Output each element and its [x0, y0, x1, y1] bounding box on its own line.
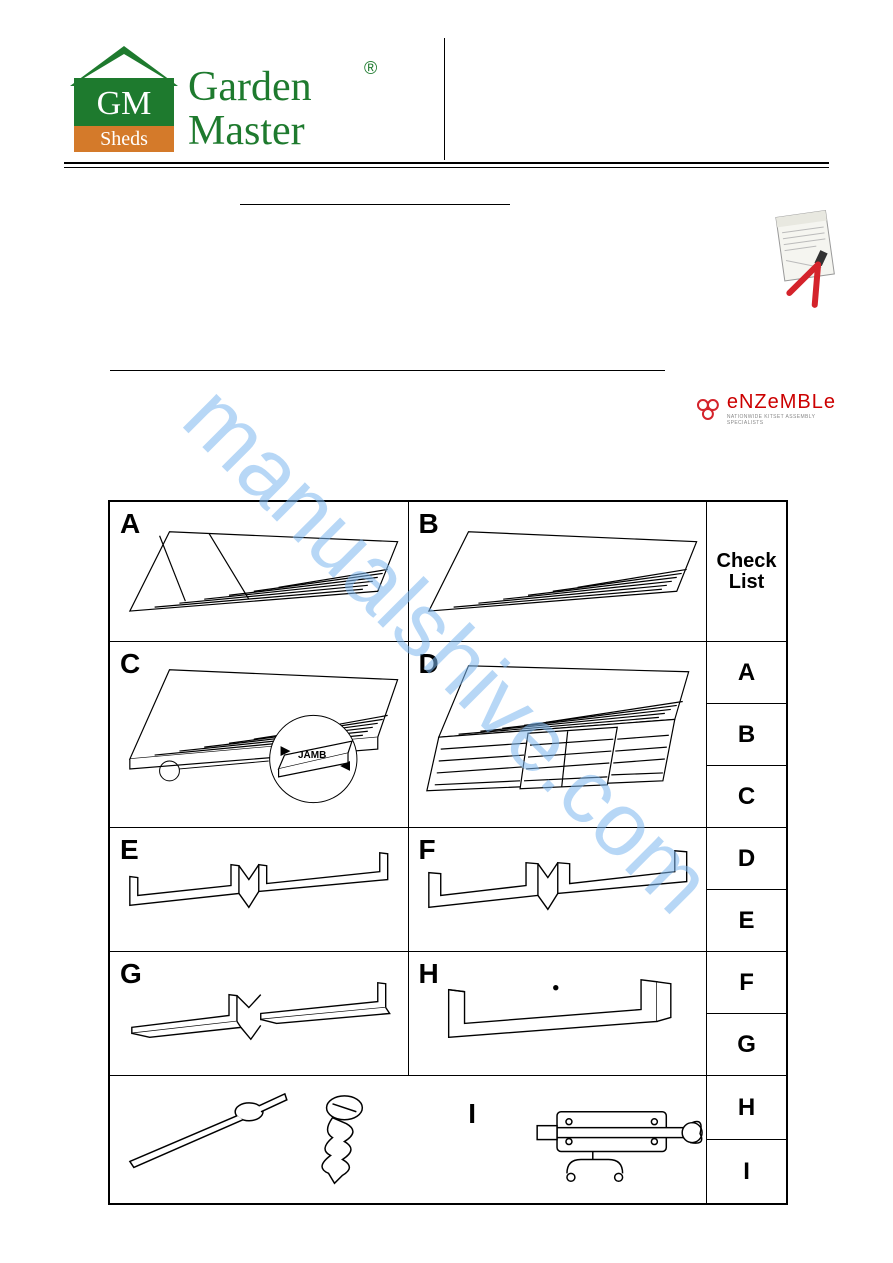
- cell-d: D: [408, 642, 707, 828]
- check-g: G: [707, 1014, 787, 1076]
- check-i: I: [707, 1140, 787, 1204]
- cell-g: G: [110, 952, 409, 1076]
- logo-master: Master: [188, 108, 305, 154]
- logo-gm: GM: [97, 85, 152, 122]
- cell-e: E: [110, 828, 409, 952]
- check-a: A: [707, 642, 787, 704]
- body-rule-1: [240, 204, 510, 205]
- header-divider: [444, 38, 445, 160]
- checklist-header: CheckList: [707, 545, 786, 599]
- header: GM Sheds Garden Master ®: [64, 38, 829, 168]
- cell-i: I: [110, 1076, 707, 1204]
- jamb-callout: JAMB: [298, 750, 326, 761]
- check-e: E: [707, 890, 787, 952]
- logo-reg: ®: [364, 58, 377, 78]
- body-rule-2: [110, 370, 665, 371]
- check-c: C: [707, 766, 787, 828]
- enzemble-sub: NATIONWIDE KITSET ASSEMBLY SPECIALISTS: [727, 414, 853, 426]
- check-b: B: [707, 704, 787, 766]
- enzemble-logo: eNZeMBLe NATIONWIDE KITSET ASSEMBLY SPEC…: [693, 390, 853, 426]
- cell-h: H: [408, 952, 707, 1076]
- doc-and-tool-icon: [768, 210, 858, 310]
- brand-logo: GM Sheds Garden Master ®: [64, 38, 379, 154]
- header-rule: [64, 162, 829, 168]
- check-h: H: [707, 1076, 787, 1140]
- check-d: D: [707, 828, 787, 890]
- cell-a: A: [110, 502, 409, 642]
- check-f: F: [707, 952, 787, 1014]
- logo-garden: Garden: [188, 64, 312, 110]
- logo-sheds: Sheds: [100, 128, 148, 150]
- enzemble-word: eNZeMBLe: [727, 391, 853, 414]
- cell-b: B: [408, 502, 707, 642]
- cell-c: C: [110, 642, 409, 828]
- component-grid: A B C: [108, 500, 788, 1205]
- cell-f: F: [408, 828, 707, 952]
- checklist-header-cell: CheckList: [707, 502, 787, 642]
